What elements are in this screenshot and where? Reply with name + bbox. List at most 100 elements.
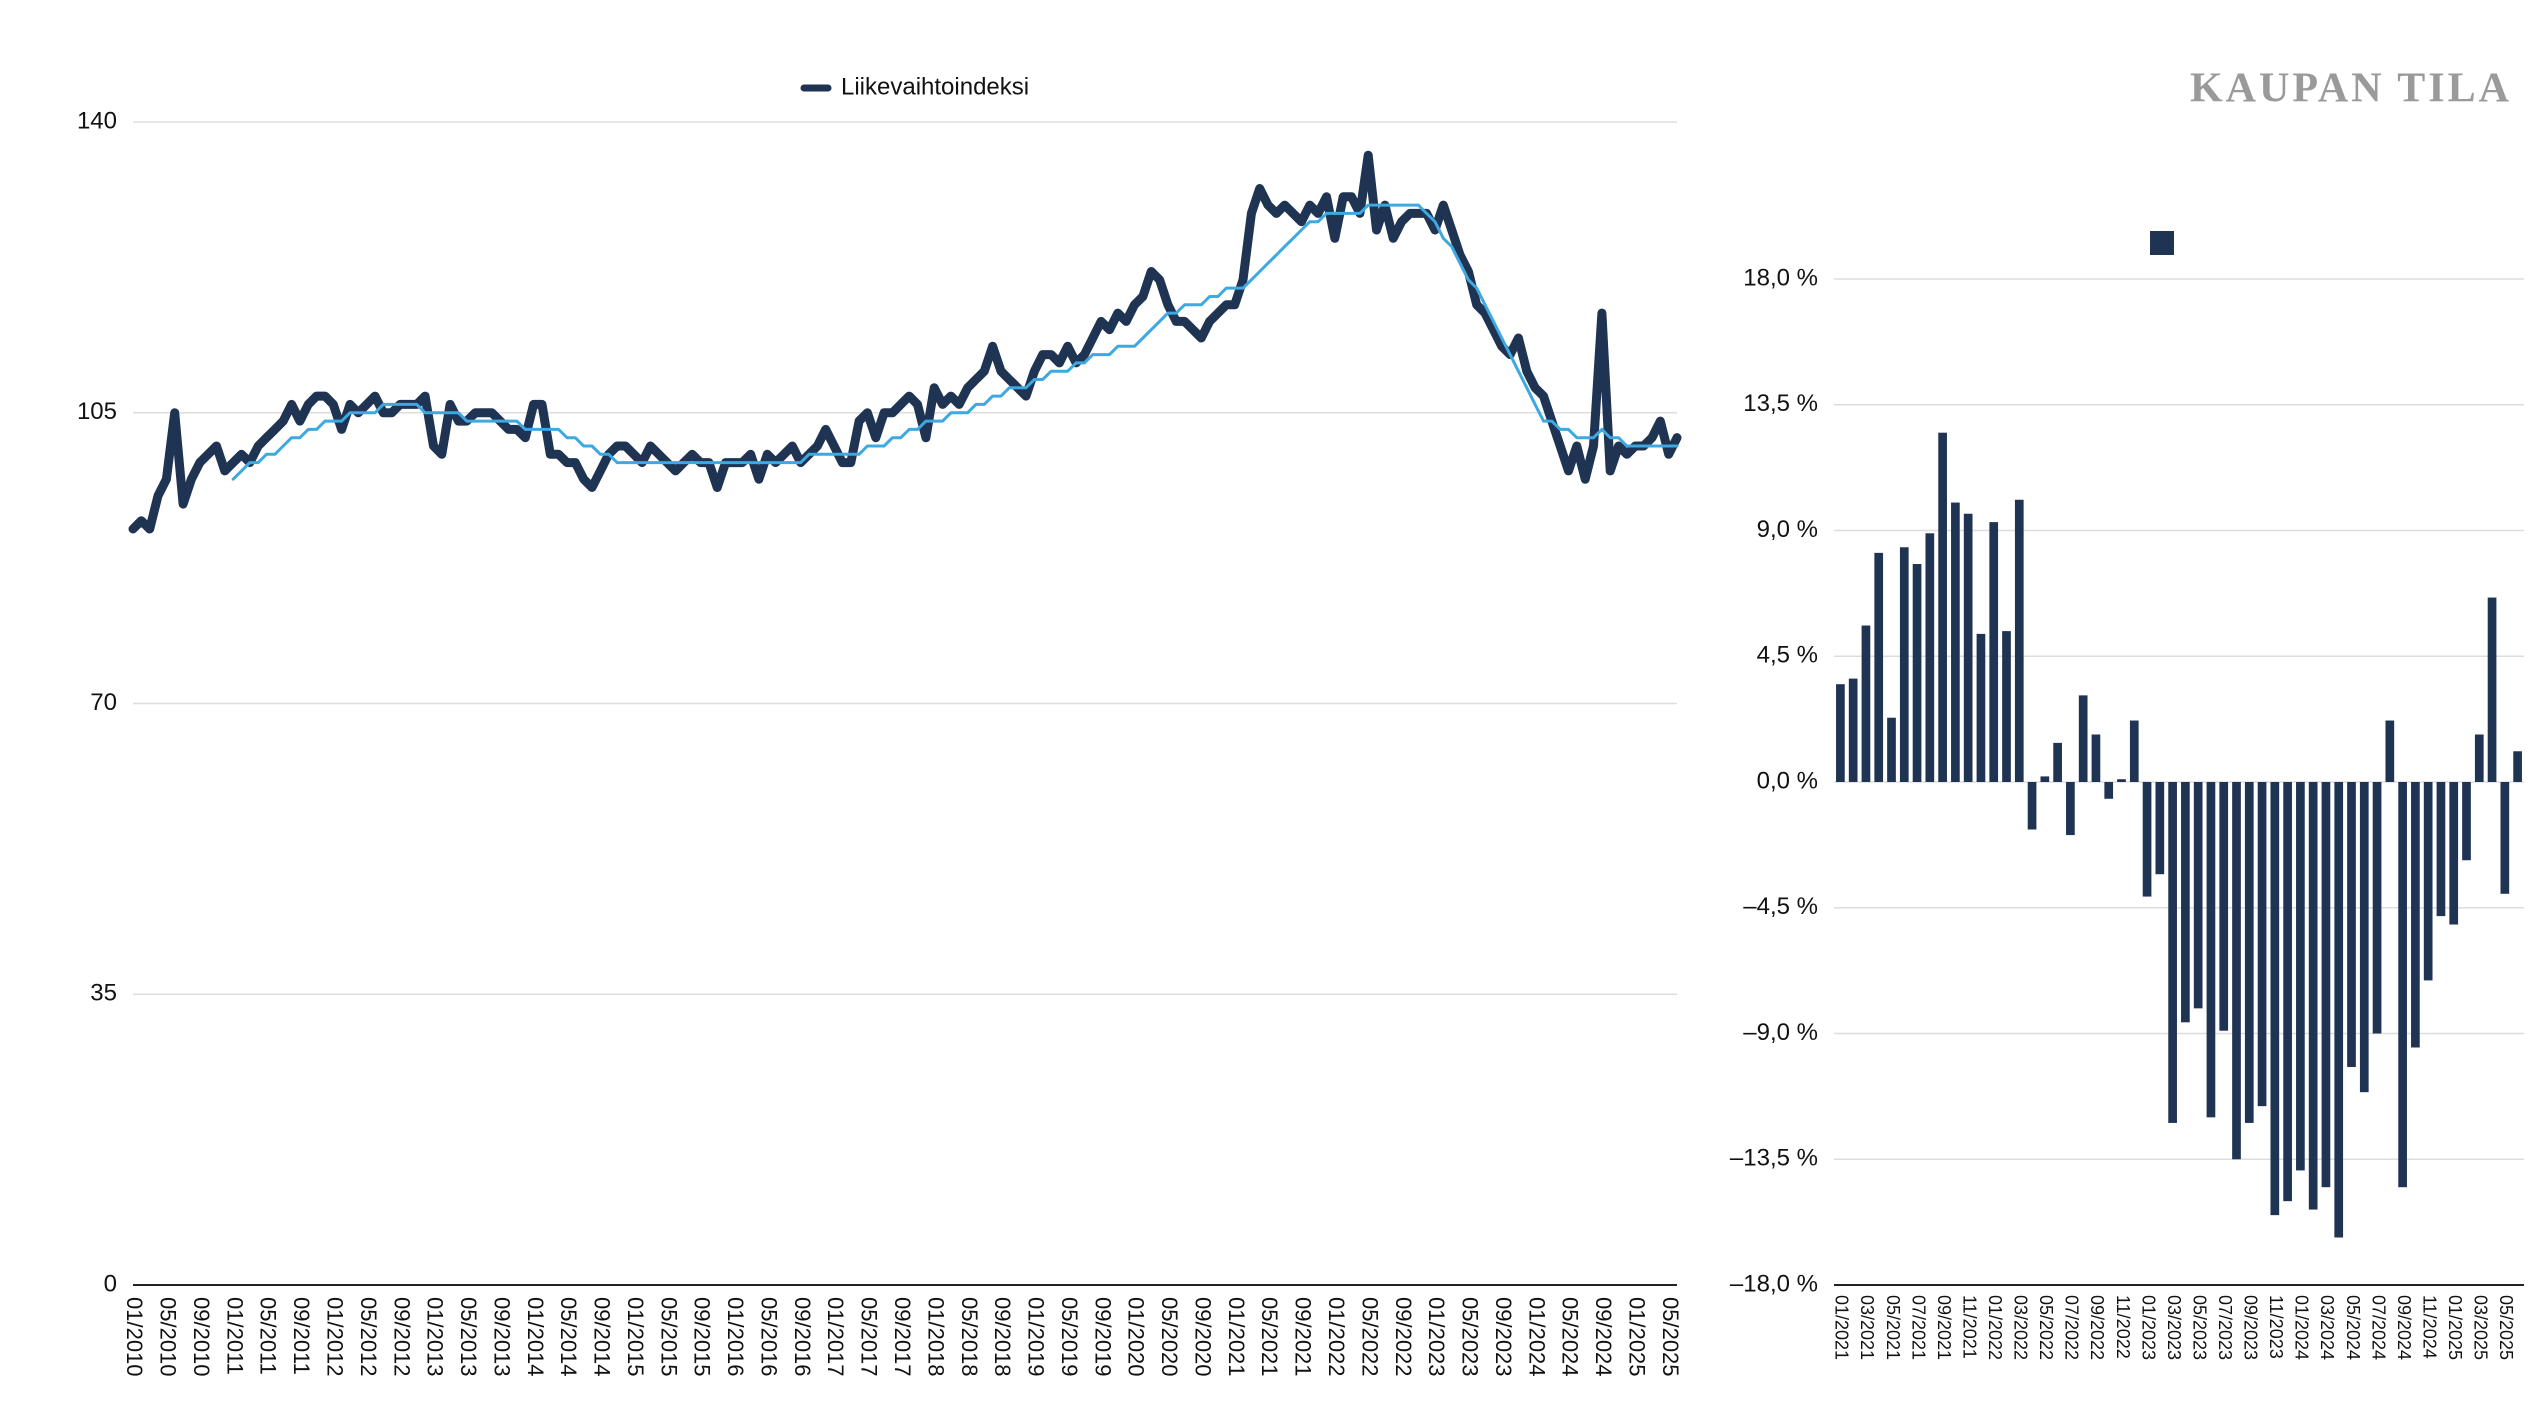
bar — [2372, 782, 2382, 1034]
x-tick-label: 05/2024 — [2343, 1295, 2363, 1360]
bar — [2308, 782, 2318, 1210]
bar — [2398, 782, 2407, 1188]
bar — [2334, 782, 2344, 1238]
x-tick-label: 09/2011 — [289, 1297, 314, 1375]
bar — [1912, 564, 1922, 782]
x-tick-label: 01/2010 — [122, 1297, 147, 1377]
bar — [1963, 513, 1973, 782]
bar — [2040, 776, 2050, 782]
x-tick-label: 09/2022 — [1391, 1297, 1416, 1377]
x-tick-label: 01/2024 — [2292, 1295, 2312, 1360]
x-tick-label: 09/2014 — [590, 1297, 615, 1377]
x-tick-label: 09/2024 — [1591, 1297, 1616, 1377]
x-tick-label: 09/2018 — [990, 1297, 1015, 1377]
bar — [2168, 782, 2177, 1123]
bar — [2385, 720, 2395, 782]
y-tick-label: 35 — [90, 980, 117, 1007]
bar — [2436, 782, 2446, 917]
bar — [2219, 782, 2229, 1031]
bar — [1925, 533, 1935, 782]
x-tick-label: 01/2020 — [1124, 1297, 1149, 1377]
x-tick-label: 05/2025 — [1658, 1297, 1683, 1377]
x-tick-label: 01/2019 — [1024, 1297, 1049, 1377]
y-tick-label: 0 — [104, 1270, 117, 1297]
bar — [2078, 695, 2088, 782]
x-tick-label: 09/2016 — [790, 1297, 815, 1377]
x-tick-label: 09/2015 — [690, 1297, 715, 1377]
x-tick-label: 09/2010 — [189, 1297, 214, 1377]
bar — [2462, 782, 2471, 861]
x-tick-label: 03/2023 — [2164, 1295, 2184, 1360]
bar — [2117, 779, 2126, 782]
x-tick-label: 05/2021 — [1257, 1297, 1282, 1377]
x-tick-label: 09/2023 — [1491, 1297, 1516, 1377]
bar — [1861, 625, 1871, 782]
bar — [2193, 782, 2203, 1009]
x-tick-label: 01/2016 — [723, 1297, 748, 1377]
x-tick-label: 01/2021 — [1224, 1297, 1249, 1377]
x-tick-label: 01/2013 — [423, 1297, 448, 1377]
x-tick-label: 01/2012 — [322, 1297, 347, 1377]
x-tick-label: 07/2022 — [2062, 1295, 2082, 1360]
bar — [2053, 742, 2062, 782]
bar — [1899, 547, 1909, 782]
bar — [1938, 432, 1947, 782]
x-tick-label: 07/2021 — [1908, 1295, 1928, 1360]
x-tick-label: 05/2015 — [656, 1297, 681, 1377]
x-tick-label: 01/2021 — [1832, 1295, 1852, 1360]
x-tick-label: 05/2016 — [756, 1297, 781, 1377]
x-tick-label: 01/2022 — [1985, 1295, 2005, 1360]
x-tick-label: 05/2024 — [1558, 1297, 1583, 1377]
bar — [1976, 633, 1986, 782]
y-tick-label: –18,0 % — [1730, 1270, 1818, 1297]
x-tick-label: 09/2017 — [890, 1297, 915, 1377]
bar — [2423, 782, 2433, 981]
bar — [1989, 522, 1999, 782]
x-tick-label: 07/2024 — [2368, 1295, 2388, 1360]
x-tick-label: 11/2021 — [1959, 1295, 1979, 1359]
x-tick-label: 09/2024 — [2394, 1295, 2414, 1360]
line-series — [231, 203, 1679, 481]
line-series — [128, 150, 1682, 534]
x-tick-label: 01/2017 — [823, 1297, 848, 1377]
x-tick-label: 03/2022 — [2011, 1295, 2031, 1360]
x-tick-label: 03/2025 — [2471, 1295, 2491, 1360]
y-tick-label: 105 — [77, 398, 117, 425]
y-tick-label: –9,0 % — [1743, 1019, 1818, 1046]
x-tick-label: 11/2023 — [2266, 1295, 2286, 1359]
bar — [2513, 751, 2522, 782]
bar — [2296, 782, 2305, 1171]
bar — [2104, 782, 2114, 799]
bar — [2270, 782, 2280, 1216]
bar — [2155, 782, 2165, 875]
bar — [2347, 782, 2356, 1068]
bar — [1836, 684, 1845, 782]
legend-swatch — [2150, 231, 2174, 255]
x-tick-label: 01/2025 — [1624, 1297, 1649, 1377]
bar — [1874, 552, 1884, 782]
x-tick-label: 01/2014 — [523, 1297, 548, 1377]
x-tick-label: 05/2023 — [1458, 1297, 1483, 1377]
x-tick-label: 09/2022 — [2087, 1295, 2107, 1360]
bar — [1951, 502, 1960, 782]
bar — [2129, 720, 2139, 782]
x-tick-label: 01/2025 — [2445, 1295, 2465, 1360]
y-tick-label: 18,0 % — [1743, 264, 1818, 291]
bar — [2027, 782, 2037, 830]
x-tick-label: 01/2018 — [923, 1297, 948, 1377]
x-tick-label: 07/2023 — [2215, 1295, 2235, 1360]
x-tick-label: 05/2013 — [456, 1297, 481, 1377]
x-tick-label: 05/2012 — [356, 1297, 381, 1377]
y-tick-label: 0,0 % — [1757, 767, 1818, 794]
bar — [2244, 782, 2254, 1123]
bar — [2321, 782, 2331, 1188]
x-tick-label: 09/2019 — [1090, 1297, 1115, 1377]
y-tick-label: –4,5 % — [1743, 893, 1818, 920]
x-tick-label: 01/2015 — [623, 1297, 648, 1377]
x-tick-label: 01/2023 — [1424, 1297, 1449, 1377]
x-tick-label: 09/2012 — [389, 1297, 414, 1377]
bar — [2232, 782, 2241, 1160]
y-tick-label: 140 — [77, 107, 117, 134]
bar — [2487, 597, 2497, 782]
